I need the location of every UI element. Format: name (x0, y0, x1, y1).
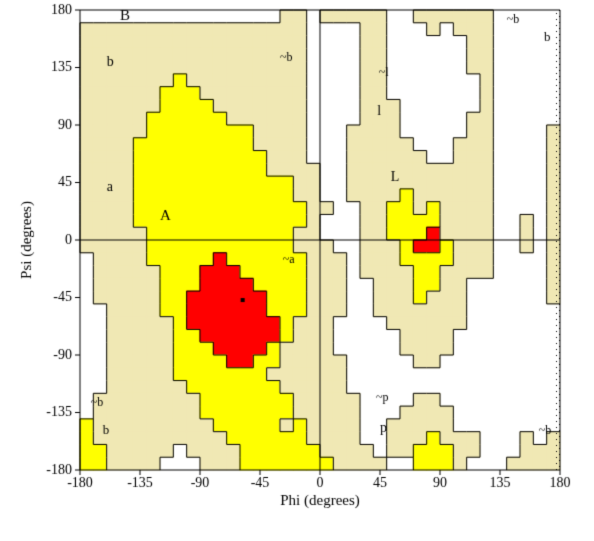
ramachandran-plot (0, 0, 594, 541)
